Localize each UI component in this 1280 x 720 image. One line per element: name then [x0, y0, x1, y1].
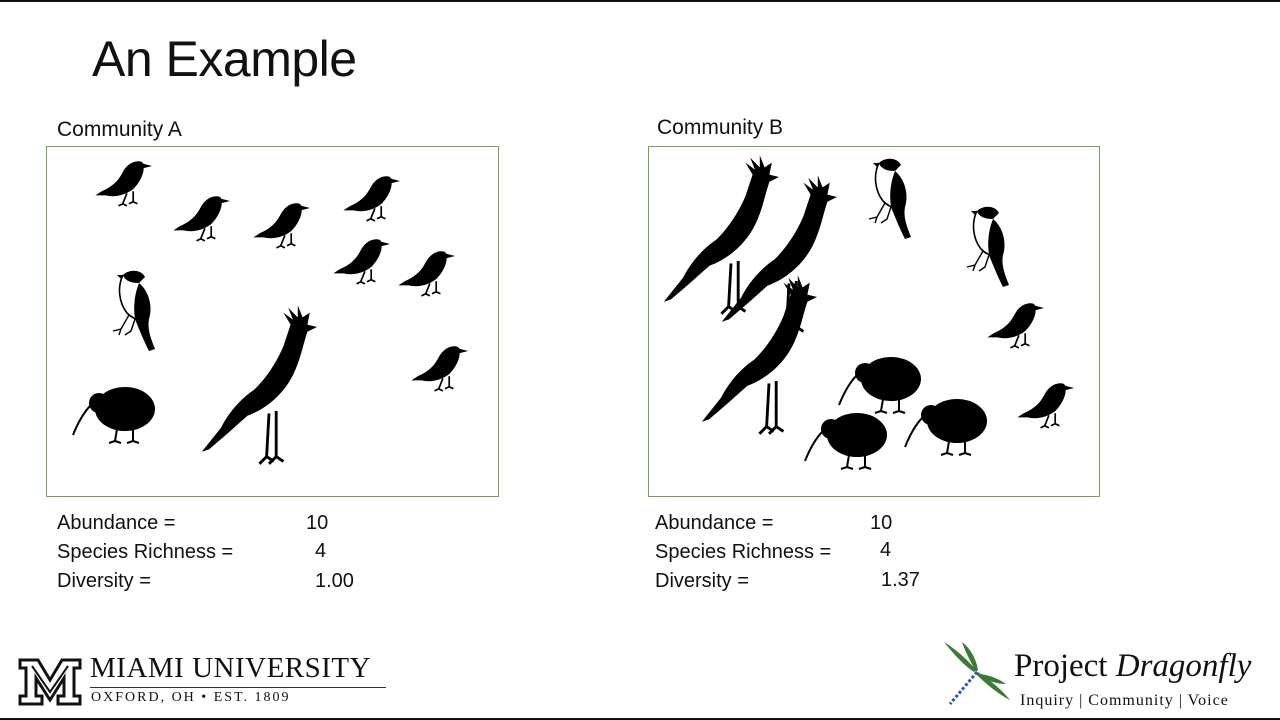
community-a-abundance-label: Abundance = — [57, 512, 176, 534]
kiwi-icon — [904, 398, 988, 456]
community-b-diversity-label: Diversity = — [655, 570, 749, 592]
songbird-icon — [397, 250, 456, 297]
songbird-icon — [172, 195, 231, 242]
songbird-icon — [332, 238, 391, 285]
community-b-richness-value: 4 — [880, 539, 892, 561]
community-b-abundance-label: Abundance = — [655, 512, 774, 534]
secretary-bird-icon — [700, 273, 819, 436]
community-b-abundance-value: 10 — [870, 512, 893, 534]
songbird-icon — [410, 345, 469, 392]
kiwi-icon — [838, 356, 922, 414]
community-a-diversity-label: Diversity = — [57, 570, 151, 592]
community-b-label: Community B — [657, 116, 784, 139]
community-b-richness-label: Species Richness = — [655, 541, 832, 563]
project-dragonfly-logo: Project Dragonfly Inquiry | Community | … — [940, 640, 1270, 716]
bottom-border — [0, 718, 1280, 720]
chickadee-icon — [966, 205, 1010, 288]
community-b-diversity-value: 1.37 — [881, 569, 920, 591]
community-a-diversity-value: 1.00 — [315, 570, 354, 592]
secretary-bird-icon — [720, 173, 839, 336]
kiwi-icon — [72, 386, 156, 444]
chickadee-icon — [868, 157, 912, 240]
miami-university-name: MIAMI UNIVERSITY — [90, 652, 372, 684]
community-a-panel — [46, 146, 499, 497]
miami-university-subtitle: OXFORD, OH • EST. 1809 — [91, 690, 291, 705]
chickadee-icon — [112, 269, 156, 352]
project-dragonfly-name: Project Dragonfly — [1014, 648, 1251, 685]
pd-name-plain: Project — [1014, 648, 1116, 684]
miami-m-logo — [18, 658, 82, 706]
songbird-icon — [94, 160, 153, 207]
slide-title: An Example — [92, 31, 357, 87]
miami-university-logo: MIAMI UNIVERSITY OXFORD, OH • EST. 1809 — [16, 652, 396, 712]
songbird-icon — [252, 202, 311, 249]
community-a-abundance-value: 10 — [306, 512, 329, 534]
songbird-icon — [1016, 382, 1075, 429]
community-b-panel — [648, 146, 1100, 497]
miami-divider — [90, 687, 386, 688]
community-a-label: Community A — [57, 118, 182, 141]
secretary-bird-icon — [200, 303, 319, 466]
top-border — [0, 0, 1280, 2]
pd-name-italic: Dragonfly — [1115, 648, 1252, 684]
community-a-richness-value: 4 — [315, 540, 327, 562]
community-a-richness-label: Species Richness = — [57, 541, 234, 563]
songbird-icon — [986, 302, 1045, 349]
dragonfly-logo — [944, 642, 1010, 705]
project-dragonfly-tagline: Inquiry | Community | Voice — [1020, 692, 1229, 709]
songbird-icon — [342, 175, 401, 222]
kiwi-icon — [804, 412, 888, 470]
